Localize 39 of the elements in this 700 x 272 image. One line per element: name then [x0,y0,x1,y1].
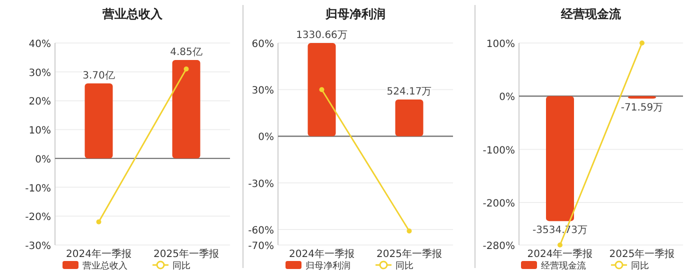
y-tick-label: -10% [25,183,51,194]
y-tick-label: 0% [258,132,274,144]
legend-label: 经营现金流 [541,260,586,272]
data-label: 4.85亿 [170,47,202,58]
y-tick-label: -60% [248,225,274,236]
y-tick-label: 40% [28,39,51,50]
y-tick-label: -30% [25,241,51,252]
legend-label: 营业总收入 [82,260,128,272]
legend-label: 同比 [631,260,649,272]
y-tick-label: 30% [252,86,274,97]
y-tick-label: -30% [248,178,274,190]
y-tick-label: -70% [248,241,274,252]
chart-title: 经营现金流 [560,7,622,21]
y-tick-label: 10% [28,126,51,137]
y-tick-label: 30% [28,68,51,79]
x-tick-label: 2025年一季报 [609,248,675,260]
x-tick-label: 2025年一季报 [154,248,219,260]
y-tick-label: 100% [486,39,515,50]
y-tick-label: -100% [482,145,515,156]
y-tick-label: -200% [482,198,515,210]
chart-title: 营业总收入 [102,7,164,21]
y-tick-label: 0% [499,92,515,104]
data-label: -71.59万 [620,102,664,114]
x-tick-label: 2025年一季报 [376,248,442,260]
legend-label: 同比 [172,260,190,272]
x-tick-label: 2024年一季报 [66,248,132,260]
x-tick-label: 2024年一季报 [527,248,593,260]
data-label: 1330.66万 [296,30,348,41]
legend-label: 同比 [396,260,414,272]
legend-label: 归母净利润 [306,260,350,272]
y-tick-label: 0% [35,154,51,166]
data-label: 524.17万 [386,86,432,98]
data-label: 3.70亿 [82,70,115,82]
y-tick-label: 60% [252,39,274,50]
y-tick-label: 20% [28,96,51,108]
y-tick-label: -20% [25,212,51,224]
chart-title: 归母净利润 [324,7,386,21]
x-tick-label: 2024年一季报 [289,248,354,260]
y-tick-label: -280% [482,241,515,252]
